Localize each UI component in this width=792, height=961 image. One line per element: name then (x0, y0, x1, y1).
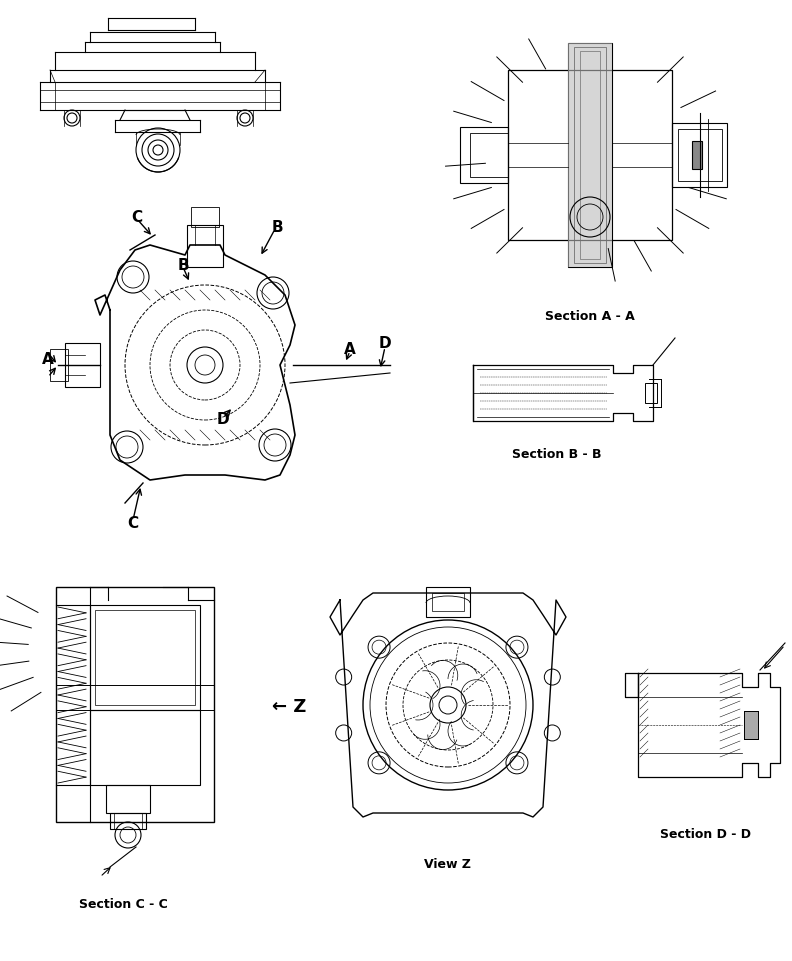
Text: Section D - D: Section D - D (660, 828, 751, 842)
Text: Section C - C: Section C - C (78, 899, 167, 911)
Text: ← Z: ← Z (272, 698, 307, 716)
Text: D: D (217, 412, 230, 428)
Bar (672, 123, 727, 187)
Bar (50, 349, 68, 381)
Text: B: B (177, 258, 188, 273)
Bar (90, 710, 200, 785)
Bar (90, 605, 200, 710)
Bar (568, 43, 612, 267)
Bar (106, 785, 150, 813)
Text: A: A (42, 353, 54, 367)
Bar (95, 610, 195, 705)
Text: D: D (379, 335, 391, 351)
Bar (508, 70, 672, 240)
Bar (678, 129, 722, 181)
Bar (568, 43, 612, 267)
Text: Section B - B: Section B - B (512, 449, 602, 461)
Bar (65, 343, 100, 387)
Text: C: C (131, 209, 143, 225)
Bar (580, 51, 600, 259)
Text: Section A - A: Section A - A (545, 310, 635, 324)
Bar (744, 711, 758, 739)
Text: C: C (128, 515, 139, 530)
Text: View Z: View Z (425, 858, 471, 872)
Bar (432, 593, 464, 611)
Bar (187, 225, 223, 267)
Bar (692, 141, 702, 169)
Bar (56, 587, 214, 822)
Bar (191, 207, 219, 227)
Bar (110, 813, 146, 829)
Bar (426, 587, 470, 617)
Bar (645, 383, 657, 403)
Text: A: A (345, 342, 356, 357)
Bar (574, 47, 606, 263)
Text: B: B (271, 219, 283, 234)
Bar (460, 127, 508, 183)
Bar (470, 133, 508, 177)
